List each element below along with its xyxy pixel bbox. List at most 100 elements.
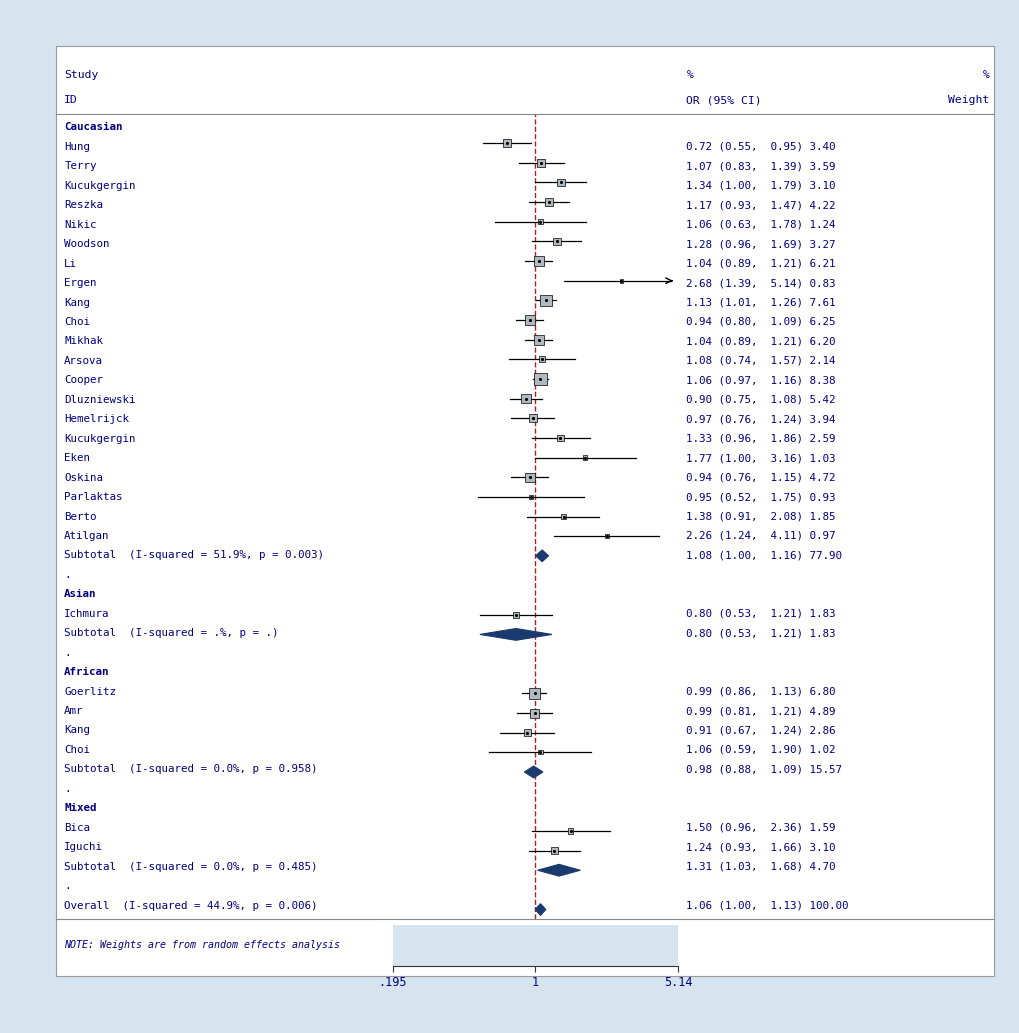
Text: 1.31 (1.03,  1.68) 4.70: 1.31 (1.03, 1.68) 4.70 [686,862,836,872]
Text: Parlaktas: Parlaktas [64,492,122,502]
Text: Kang: Kang [64,725,90,735]
Bar [550,847,557,854]
Text: 1.33 (0.96,  1.86) 2.59: 1.33 (0.96, 1.86) 2.59 [686,434,836,444]
Polygon shape [537,865,580,876]
Text: 0.94 (0.76,  1.15) 4.72: 0.94 (0.76, 1.15) 4.72 [686,473,836,482]
Text: Atilgan: Atilgan [64,531,110,541]
Text: Iguchi: Iguchi [64,842,103,852]
Text: 2.26 (1.24,  4.11) 0.97: 2.26 (1.24, 4.11) 0.97 [686,531,836,541]
Text: African: African [64,667,110,677]
Bar [523,729,530,737]
Bar [529,495,532,499]
Text: .: . [64,881,70,891]
Text: Caucasian: Caucasian [64,123,122,132]
Text: 1.04 (0.89,  1.21) 6.20: 1.04 (0.89, 1.21) 6.20 [686,337,836,346]
Text: Ergen: Ergen [64,278,97,288]
Text: 1.28 (0.96,  1.69) 3.27: 1.28 (0.96, 1.69) 3.27 [686,240,836,249]
Text: 1.08 (0.74,  1.57) 2.14: 1.08 (0.74, 1.57) 2.14 [686,356,836,366]
Text: 0.98 (0.88,  1.09) 15.57: 0.98 (0.88, 1.09) 15.57 [686,764,842,775]
Bar [560,513,566,520]
Bar [521,394,531,403]
Text: Reszka: Reszka [64,200,103,211]
Text: 1.07 (0.83,  1.39) 3.59: 1.07 (0.83, 1.39) 3.59 [686,161,836,171]
Text: 0.95 (0.52,  1.75) 0.93: 0.95 (0.52, 1.75) 0.93 [686,492,836,502]
Text: 0.80 (0.53,  1.21) 1.83: 0.80 (0.53, 1.21) 1.83 [686,628,836,638]
Text: Subtotal  (I-squared = .%, p = .): Subtotal (I-squared = .%, p = .) [64,628,278,638]
Text: %: % [981,70,988,81]
Text: Kucukgergin: Kucukgergin [64,434,136,444]
Text: 1.08 (1.00,  1.16) 77.90: 1.08 (1.00, 1.16) 77.90 [686,551,842,560]
Text: Oskina: Oskina [64,473,103,482]
Text: 0.97 (0.76,  1.24) 3.94: 0.97 (0.76, 1.24) 3.94 [686,414,836,425]
Bar [534,373,546,385]
Text: Study: Study [64,70,99,81]
Bar [539,356,544,363]
Bar [544,198,553,207]
Text: Cooper: Cooper [64,375,103,385]
Text: Hemelrijck: Hemelrijck [64,414,129,425]
Bar [556,435,564,441]
Text: .: . [64,784,70,793]
Bar [533,256,543,267]
Text: 0.91 (0.67,  1.24) 2.86: 0.91 (0.67, 1.24) 2.86 [686,725,836,735]
Bar [529,688,539,698]
Text: Kang: Kang [64,298,90,308]
Bar [552,238,560,245]
Text: Bica: Bica [64,822,90,833]
Text: Amr: Amr [64,706,84,716]
Text: 0.99 (0.81,  1.21) 4.89: 0.99 (0.81, 1.21) 4.89 [686,706,836,716]
Text: 0.99 (0.86,  1.13) 6.80: 0.99 (0.86, 1.13) 6.80 [686,687,836,696]
Text: Dluzniewski: Dluzniewski [64,395,136,405]
Polygon shape [524,766,542,778]
Text: 1.06 (0.63,  1.78) 1.24: 1.06 (0.63, 1.78) 1.24 [686,220,836,229]
Text: 1.06 (1.00,  1.13) 100.00: 1.06 (1.00, 1.13) 100.00 [686,901,848,910]
Text: Nikic: Nikic [64,220,97,229]
Text: Choi: Choi [64,745,90,755]
Bar [525,315,535,325]
Text: Weight: Weight [948,95,988,105]
Text: Hung: Hung [64,142,90,152]
Bar [583,456,587,460]
Bar [533,335,543,345]
Text: Berto: Berto [64,511,97,522]
Text: 0.72 (0.55,  0.95) 3.40: 0.72 (0.55, 0.95) 3.40 [686,142,836,152]
Text: 1.50 (0.96,  2.36) 1.59: 1.50 (0.96, 2.36) 1.59 [686,822,836,833]
Text: 1.04 (0.89,  1.21) 6.21: 1.04 (0.89, 1.21) 6.21 [686,258,836,269]
Polygon shape [535,550,548,562]
Text: Mixed: Mixed [64,804,97,813]
Bar [619,279,623,283]
Text: 1.24 (0.93,  1.66) 3.10: 1.24 (0.93, 1.66) 3.10 [686,842,836,852]
Text: OR (95% CI): OR (95% CI) [686,95,761,105]
Text: 1.13 (1.01,  1.26) 7.61: 1.13 (1.01, 1.26) 7.61 [686,298,836,308]
Bar [513,612,519,618]
Text: .: . [64,648,70,658]
Text: Terry: Terry [64,161,97,171]
Bar [537,159,545,166]
Bar [530,709,539,718]
Text: Ichmura: Ichmura [64,608,110,619]
Text: 0.80 (0.53,  1.21) 1.83: 0.80 (0.53, 1.21) 1.83 [686,608,836,619]
Bar [528,414,536,422]
Text: Choi: Choi [64,317,90,327]
Bar [538,219,542,224]
Text: 1.06 (0.59,  1.90) 1.02: 1.06 (0.59, 1.90) 1.02 [686,745,836,755]
Text: .: . [64,570,70,580]
Bar [556,179,565,186]
Text: Overall  (I-squared = 44.9%, p = 0.006): Overall (I-squared = 44.9%, p = 0.006) [64,901,318,910]
Text: Eken: Eken [64,453,90,463]
Text: Woodson: Woodson [64,240,110,249]
Text: Arsova: Arsova [64,356,103,366]
Text: 0.90 (0.75,  1.08) 5.42: 0.90 (0.75, 1.08) 5.42 [686,395,836,405]
Text: 1.34 (1.00,  1.79) 3.10: 1.34 (1.00, 1.79) 3.10 [686,181,836,191]
Bar [568,828,573,834]
Text: Mikhak: Mikhak [64,337,103,346]
Text: Kucukgergin: Kucukgergin [64,181,136,191]
Text: ID: ID [64,95,77,105]
Text: 1.77 (1.00,  3.16) 1.03: 1.77 (1.00, 3.16) 1.03 [686,453,836,463]
Bar [540,294,551,306]
Text: 1.06 (0.97,  1.16) 8.38: 1.06 (0.97, 1.16) 8.38 [686,375,836,385]
Bar [538,750,542,754]
Text: Subtotal  (I-squared = 0.0%, p = 0.958): Subtotal (I-squared = 0.0%, p = 0.958) [64,764,318,775]
Text: NOTE: Weights are from random effects analysis: NOTE: Weights are from random effects an… [64,940,340,950]
Text: %: % [686,70,693,81]
